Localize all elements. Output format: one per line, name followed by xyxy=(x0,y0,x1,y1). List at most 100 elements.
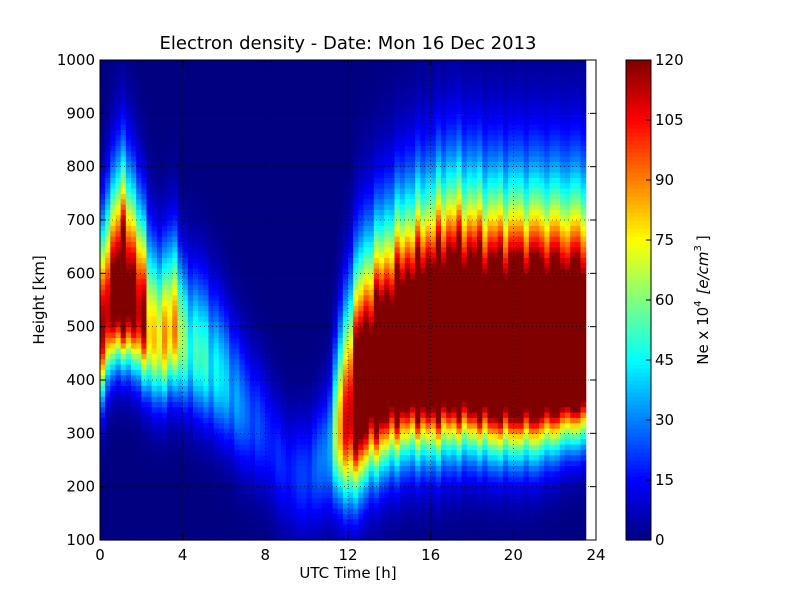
heatmap-cell xyxy=(260,486,266,493)
heatmap-cell xyxy=(373,278,380,285)
heatmap-cell xyxy=(244,236,251,242)
heatmap-cell xyxy=(218,102,225,109)
heatmap-cell xyxy=(218,449,225,456)
heatmap-cell xyxy=(275,460,282,466)
heatmap-cell xyxy=(373,518,380,525)
heatmap-cell xyxy=(322,460,328,466)
heatmap-cell xyxy=(255,390,261,397)
heatmap-cell xyxy=(332,353,339,360)
heatmap-cell xyxy=(100,492,106,498)
heatmap-cell xyxy=(234,81,241,88)
heatmap-cell xyxy=(384,305,390,312)
heatmap-cell xyxy=(348,513,354,520)
heatmap-cell xyxy=(120,161,127,168)
heatmap-cell xyxy=(213,81,220,88)
heatmap-cell xyxy=(110,86,117,93)
heatmap-cell xyxy=(105,172,111,178)
heatmap-cell xyxy=(348,241,354,248)
heatmap-cell xyxy=(182,310,189,317)
heatmap-cell xyxy=(275,182,282,189)
heatmap-cell xyxy=(327,273,334,280)
heatmap-cell xyxy=(218,284,225,290)
heatmap-cell xyxy=(322,193,328,200)
heatmap-cell xyxy=(182,246,189,253)
heatmap-cell xyxy=(306,518,313,525)
heatmap-cell xyxy=(229,518,235,525)
heatmap-cell xyxy=(239,140,246,146)
heatmap-cell xyxy=(182,241,189,248)
heatmap-cell xyxy=(353,156,359,162)
heatmap-cell xyxy=(384,294,390,301)
heatmap-cell xyxy=(368,353,375,360)
heatmap-cell xyxy=(193,342,199,349)
heatmap-cell xyxy=(172,316,179,322)
heatmap-cell xyxy=(120,177,127,184)
heatmap-cell xyxy=(363,108,370,114)
heatmap-cell xyxy=(296,188,303,194)
heatmap-cell xyxy=(146,262,153,269)
heatmap-cell xyxy=(363,236,370,242)
heatmap-cell xyxy=(141,348,148,354)
heatmap-cell xyxy=(229,209,235,216)
heatmap-cell xyxy=(249,465,256,472)
heatmap-cell xyxy=(249,108,256,114)
heatmap-cell xyxy=(270,81,277,88)
heatmap-cell xyxy=(373,145,380,152)
heatmap-cell xyxy=(260,102,266,109)
heatmap-cell xyxy=(322,337,328,344)
heatmap-cell xyxy=(260,476,266,482)
heatmap-cell xyxy=(379,214,385,221)
heatmap-cell xyxy=(265,246,272,253)
heatmap-cell xyxy=(224,342,230,349)
heatmap-cell xyxy=(301,145,308,152)
heatmap-cell xyxy=(291,369,297,376)
heatmap-cell xyxy=(213,65,220,72)
heatmap-cell xyxy=(187,246,194,253)
heatmap-cell xyxy=(146,449,153,456)
heatmap-cell xyxy=(296,193,303,200)
heatmap-cell xyxy=(162,465,168,472)
heatmap-cell xyxy=(286,182,292,189)
heatmap-cell xyxy=(255,492,261,498)
heatmap-cell xyxy=(167,193,173,200)
heatmap-cell xyxy=(342,529,349,536)
heatmap-cell xyxy=(172,524,179,530)
heatmap-cell xyxy=(224,193,230,200)
heatmap-cell xyxy=(105,460,111,466)
heatmap-cell xyxy=(265,161,272,168)
heatmap-cell xyxy=(270,465,277,472)
heatmap-cell xyxy=(249,145,256,152)
heatmap-cell xyxy=(105,390,111,397)
heatmap-cell xyxy=(110,92,117,98)
heatmap-cell xyxy=(244,150,251,157)
heatmap-cell xyxy=(260,134,266,141)
heatmap-cell xyxy=(286,246,292,253)
heatmap-cell xyxy=(203,460,210,466)
heatmap-cell xyxy=(224,369,230,376)
heatmap-cell xyxy=(110,460,117,466)
heatmap-cell xyxy=(286,262,292,269)
heatmap-cell xyxy=(291,364,297,370)
heatmap-cell xyxy=(322,422,328,429)
heatmap-cell xyxy=(317,257,323,264)
heatmap-cell xyxy=(265,369,272,376)
heatmap-cell xyxy=(146,166,153,173)
heatmap-cell xyxy=(120,156,127,162)
heatmap-cell xyxy=(151,305,158,312)
heatmap-cell xyxy=(234,369,241,376)
heatmap-cell xyxy=(353,486,359,493)
heatmap-cell xyxy=(301,358,308,365)
heatmap-cell xyxy=(317,358,323,365)
heatmap-cell xyxy=(244,81,251,88)
heatmap-cell xyxy=(115,172,122,178)
heatmap-cell xyxy=(363,209,370,216)
heatmap-cell xyxy=(286,390,292,397)
heatmap-cell xyxy=(136,412,142,418)
heatmap-cell xyxy=(193,76,199,82)
heatmap-cell xyxy=(373,65,380,72)
heatmap-cell xyxy=(131,470,137,477)
heatmap-cell xyxy=(125,326,132,333)
heatmap-cell xyxy=(342,172,349,178)
heatmap-cell xyxy=(131,449,137,456)
heatmap-cell xyxy=(296,428,303,434)
